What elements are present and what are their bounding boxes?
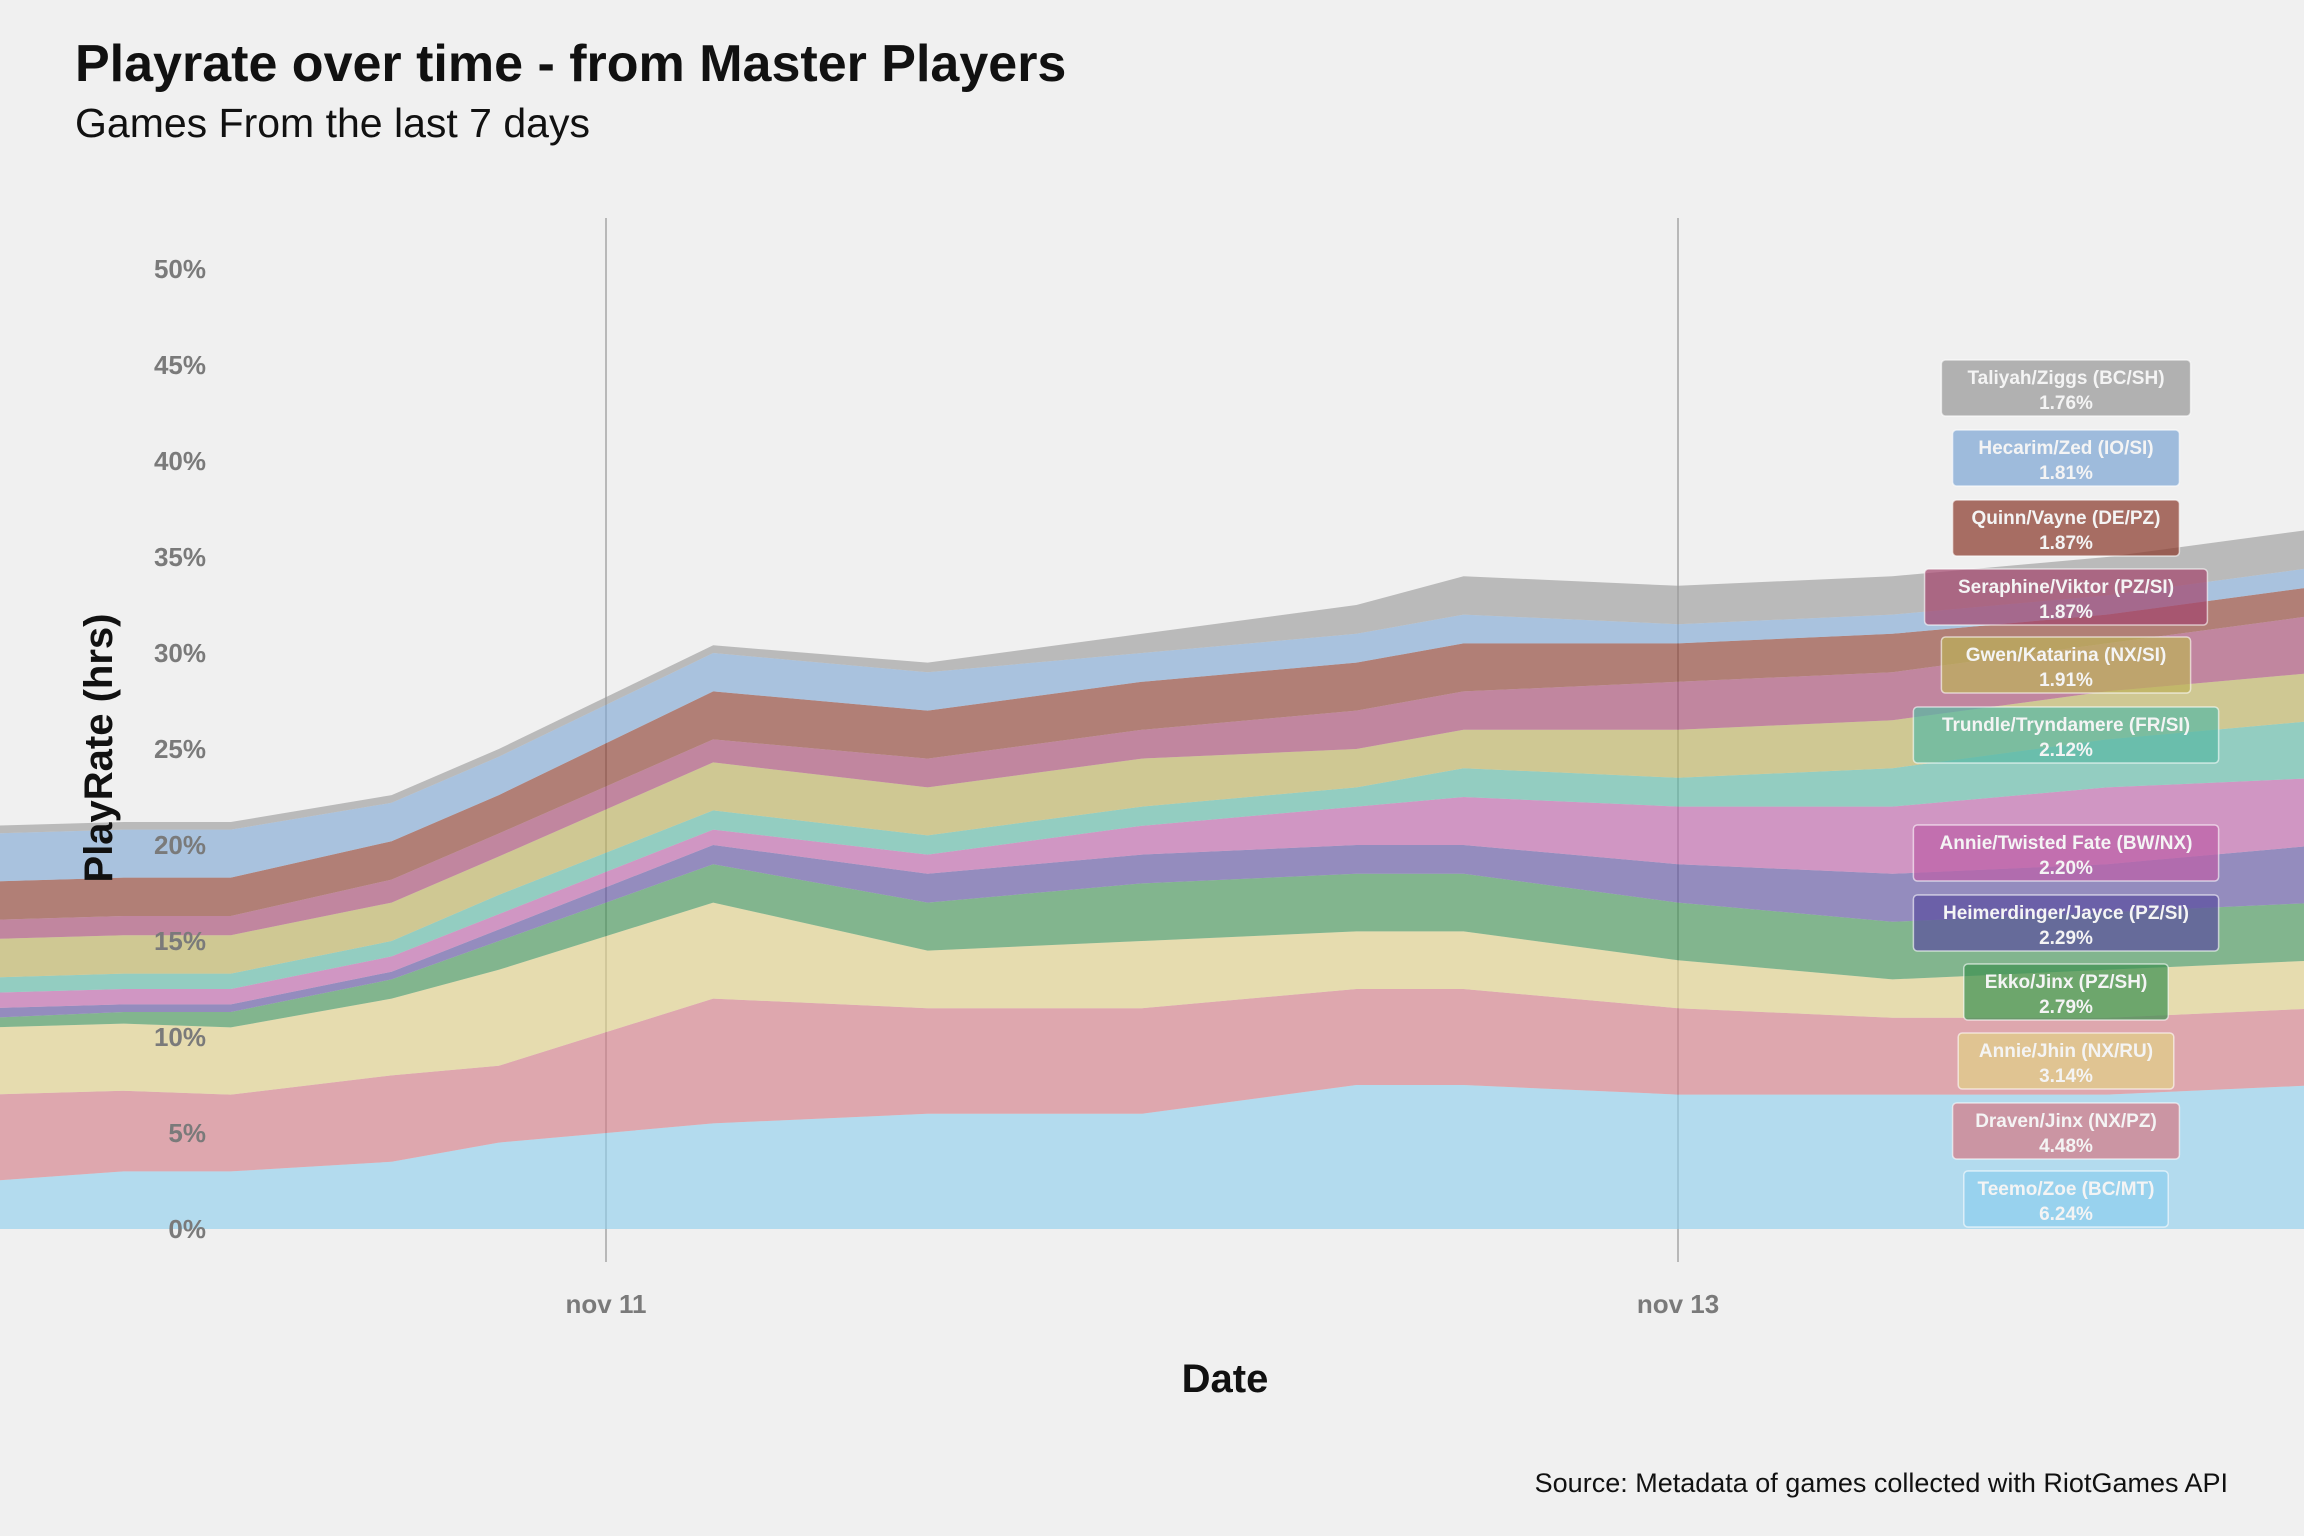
area-series-8 xyxy=(0,616,2304,939)
y-tick-label: 5% xyxy=(168,1118,206,1148)
y-tick-label: 15% xyxy=(154,926,206,956)
y-tick-label: 35% xyxy=(154,542,206,572)
series-label-share: 2.29% xyxy=(2039,928,2093,949)
y-tick-label: 50% xyxy=(154,254,206,284)
y-tick-label: 0% xyxy=(168,1214,206,1244)
y-tick-label: 10% xyxy=(154,1022,206,1052)
source-caption: Source: Metadata of games collected with… xyxy=(1534,1468,2228,1498)
area-series-3 xyxy=(0,864,2304,1028)
area-series-0 xyxy=(0,1085,2304,1229)
series-label-share: 3.14% xyxy=(2039,1066,2093,1087)
series-label-share: 2.12% xyxy=(2039,740,2093,761)
area-series-6 xyxy=(0,721,2304,993)
series-label-box xyxy=(1940,636,2192,694)
series-label-name: Quinn/Vayne (DE/PZ) xyxy=(1972,508,2161,529)
series-label-box xyxy=(1912,824,2220,882)
series-label-name: Trundle/Tryndamere (FR/SI) xyxy=(1942,715,2190,736)
y-tick-label: 40% xyxy=(154,446,206,476)
series-label-name: Taliyah/Ziggs (BC/SH) xyxy=(1967,368,2164,389)
y-tick-label: 20% xyxy=(154,830,206,860)
area-series-7 xyxy=(0,673,2304,978)
series-label-share: 1.91% xyxy=(2039,670,2093,691)
series-label-name: Seraphine/Viktor (PZ/SI) xyxy=(1958,577,2174,598)
chart-title: Playrate over time - from Master Players xyxy=(75,35,1067,93)
x-axis-title: Date xyxy=(1182,1357,1269,1401)
y-tick-label: 25% xyxy=(154,734,206,764)
chart-subtitle: Games From the last 7 days xyxy=(75,100,590,146)
area-series-1 xyxy=(0,989,2304,1181)
series-label-9: Quinn/Vayne (DE/PZ) 1.87% xyxy=(1951,499,2181,557)
series-label-share: 4.48% xyxy=(2039,1136,2093,1157)
area-series-5 xyxy=(0,778,2304,1008)
series-label-name: Ekko/Jinx (PZ/SH) xyxy=(1985,972,2148,993)
y-axis-title: PlayRate (hrs) xyxy=(77,614,121,883)
series-label-box xyxy=(1940,359,2192,417)
series-label-name: Teemo/Zoe (BC/MT) xyxy=(1978,1179,2155,1200)
series-labels: Teemo/Zoe (BC/MT) 6.24% Draven/Jinx (NX/PZ… xyxy=(1912,359,2220,1228)
series-label-0: Teemo/Zoe (BC/MT) 6.24% xyxy=(1963,1170,2169,1228)
series-label-7: Gwen/Katarina (NX/SI) 1.91% xyxy=(1940,636,2192,694)
series-label-3: Ekko/Jinx (PZ/SH) 2.79% xyxy=(1963,963,2169,1021)
x-tick-label: nov 13 xyxy=(1637,1289,1719,1319)
series-label-5: Annie/Twisted Fate (BW/NX) 2.20% xyxy=(1912,824,2220,882)
series-label-8: Seraphine/Viktor (PZ/SI) 1.87% xyxy=(1923,568,2209,626)
series-label-box xyxy=(1963,963,2169,1021)
series-label-6: Trundle/Tryndamere (FR/SI) 2.12% xyxy=(1912,706,2220,764)
series-label-share: 1.87% xyxy=(2039,602,2093,623)
series-label-name: Heimerdinger/Jayce (PZ/SI) xyxy=(1943,903,2189,924)
area-series-4 xyxy=(0,845,2304,1018)
series-label-name: Annie/Jhin (NX/RU) xyxy=(1979,1041,2153,1062)
y-tick-label: 30% xyxy=(154,638,206,668)
series-label-box xyxy=(1923,568,2209,626)
area-series-9 xyxy=(0,588,2304,920)
area-series-2 xyxy=(0,902,2304,1095)
series-label-2: Annie/Jhin (NX/RU) 3.14% xyxy=(1957,1032,2175,1090)
series-label-box xyxy=(1912,894,2220,952)
series-label-box xyxy=(1912,706,2220,764)
series-label-name: Draven/Jinx (NX/PZ) xyxy=(1975,1111,2157,1132)
series-label-name: Annie/Twisted Fate (BW/NX) xyxy=(1940,833,2193,854)
series-label-box xyxy=(1957,1032,2175,1090)
series-label-box xyxy=(1963,1170,2169,1228)
series-label-name: Hecarim/Zed (IO/SI) xyxy=(1978,438,2153,459)
x-tick-label: nov 11 xyxy=(566,1289,647,1319)
series-label-share: 2.79% xyxy=(2039,997,2093,1018)
series-label-name: Gwen/Katarina (NX/SI) xyxy=(1966,645,2167,666)
series-label-share: 1.81% xyxy=(2039,463,2093,484)
series-label-box xyxy=(1951,429,2181,487)
series-label-1: Draven/Jinx (NX/PZ) 4.48% xyxy=(1951,1102,2181,1160)
series-label-share: 2.20% xyxy=(2039,858,2093,879)
y-tick-label: 45% xyxy=(154,350,206,380)
y-axis: 0% 5% 10% 15% 20% 25% 30% 35% 40% 45% 50% xyxy=(154,254,206,1244)
series-label-share: 6.24% xyxy=(2039,1204,2093,1225)
series-label-10: Hecarim/Zed (IO/SI) 1.81% xyxy=(1951,429,2181,487)
series-label-box xyxy=(1951,1102,2181,1160)
series-label-4: Heimerdinger/Jayce (PZ/SI) 2.29% xyxy=(1912,894,2220,952)
series-label-share: 1.76% xyxy=(2039,393,2093,414)
area-series-11 xyxy=(0,530,2304,834)
series-label-box xyxy=(1951,499,2181,557)
series-label-11: Taliyah/Ziggs (BC/SH) 1.76% xyxy=(1940,359,2192,417)
series-label-share: 1.87% xyxy=(2039,533,2093,554)
